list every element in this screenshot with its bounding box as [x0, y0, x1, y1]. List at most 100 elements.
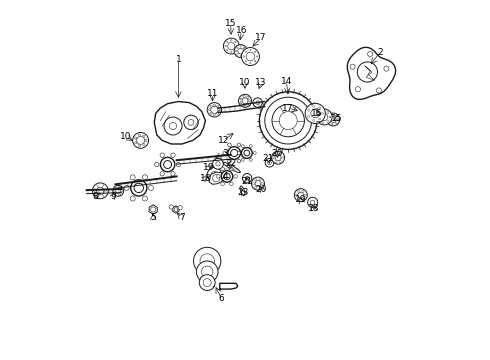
- Circle shape: [225, 45, 226, 47]
- Circle shape: [143, 175, 147, 180]
- Circle shape: [143, 196, 147, 201]
- Circle shape: [253, 152, 256, 154]
- Ellipse shape: [203, 279, 211, 287]
- Circle shape: [209, 109, 211, 111]
- Circle shape: [251, 177, 265, 190]
- Circle shape: [305, 103, 325, 123]
- Circle shape: [331, 114, 333, 116]
- Circle shape: [329, 116, 331, 118]
- Circle shape: [249, 158, 252, 161]
- Circle shape: [268, 161, 271, 165]
- Circle shape: [235, 50, 237, 52]
- Circle shape: [255, 186, 257, 188]
- Circle shape: [265, 97, 312, 144]
- Ellipse shape: [231, 149, 238, 157]
- Circle shape: [259, 186, 261, 188]
- Circle shape: [130, 196, 135, 201]
- Circle shape: [321, 112, 323, 114]
- Text: 7: 7: [179, 213, 185, 222]
- Circle shape: [327, 112, 329, 113]
- Circle shape: [218, 109, 220, 111]
- Circle shape: [316, 109, 332, 125]
- Circle shape: [318, 118, 320, 120]
- Text: 10: 10: [121, 132, 132, 141]
- Text: 16: 16: [236, 26, 247, 35]
- Text: 19: 19: [295, 195, 307, 204]
- Ellipse shape: [131, 180, 147, 196]
- Circle shape: [254, 51, 256, 53]
- Circle shape: [273, 157, 275, 159]
- Text: 6: 6: [219, 294, 224, 303]
- Circle shape: [261, 183, 263, 185]
- Text: 4: 4: [222, 172, 228, 181]
- Circle shape: [319, 107, 320, 109]
- Circle shape: [118, 186, 121, 188]
- Circle shape: [148, 185, 153, 190]
- Circle shape: [237, 159, 241, 163]
- Circle shape: [320, 113, 328, 121]
- Ellipse shape: [160, 157, 175, 172]
- Circle shape: [245, 60, 246, 62]
- Circle shape: [313, 105, 315, 107]
- Circle shape: [355, 87, 361, 92]
- Circle shape: [229, 167, 233, 171]
- Circle shape: [330, 117, 336, 122]
- Ellipse shape: [244, 150, 250, 156]
- Circle shape: [245, 51, 246, 53]
- Ellipse shape: [134, 183, 144, 193]
- Circle shape: [188, 120, 194, 125]
- Circle shape: [207, 167, 221, 182]
- Circle shape: [357, 62, 377, 82]
- Circle shape: [350, 64, 355, 69]
- Circle shape: [213, 158, 223, 169]
- Circle shape: [240, 46, 242, 47]
- Circle shape: [211, 171, 218, 178]
- Circle shape: [137, 136, 145, 144]
- Circle shape: [242, 48, 259, 66]
- Circle shape: [213, 113, 216, 116]
- Circle shape: [242, 145, 245, 148]
- Text: 10: 10: [239, 78, 251, 87]
- Circle shape: [335, 122, 337, 124]
- Circle shape: [213, 175, 220, 182]
- Circle shape: [237, 47, 238, 49]
- Ellipse shape: [194, 247, 221, 275]
- Circle shape: [235, 41, 236, 43]
- Circle shape: [228, 159, 231, 163]
- Circle shape: [138, 145, 141, 147]
- Circle shape: [308, 116, 310, 117]
- Ellipse shape: [200, 254, 215, 268]
- Polygon shape: [154, 102, 205, 144]
- Circle shape: [217, 105, 219, 108]
- Circle shape: [243, 54, 245, 55]
- Circle shape: [327, 121, 329, 122]
- Ellipse shape: [224, 173, 230, 180]
- Circle shape: [160, 172, 164, 176]
- Circle shape: [302, 190, 304, 193]
- Circle shape: [243, 95, 245, 98]
- Circle shape: [223, 38, 239, 54]
- Circle shape: [211, 106, 218, 113]
- Circle shape: [118, 193, 121, 195]
- Circle shape: [171, 153, 175, 157]
- Circle shape: [245, 50, 246, 52]
- Ellipse shape: [228, 147, 241, 159]
- Circle shape: [160, 153, 164, 157]
- Ellipse shape: [199, 275, 215, 291]
- Text: 2: 2: [377, 48, 383, 57]
- Ellipse shape: [196, 261, 218, 283]
- Circle shape: [176, 162, 180, 167]
- Text: 17: 17: [255, 33, 267, 42]
- Circle shape: [231, 40, 232, 41]
- Circle shape: [255, 179, 257, 181]
- Circle shape: [298, 192, 304, 198]
- Circle shape: [275, 153, 277, 155]
- Circle shape: [114, 188, 117, 190]
- Ellipse shape: [201, 266, 213, 278]
- Circle shape: [210, 105, 212, 108]
- Text: 18: 18: [199, 174, 211, 183]
- Text: 21: 21: [241, 177, 252, 186]
- Circle shape: [124, 185, 129, 190]
- Circle shape: [135, 137, 137, 139]
- Ellipse shape: [240, 186, 245, 195]
